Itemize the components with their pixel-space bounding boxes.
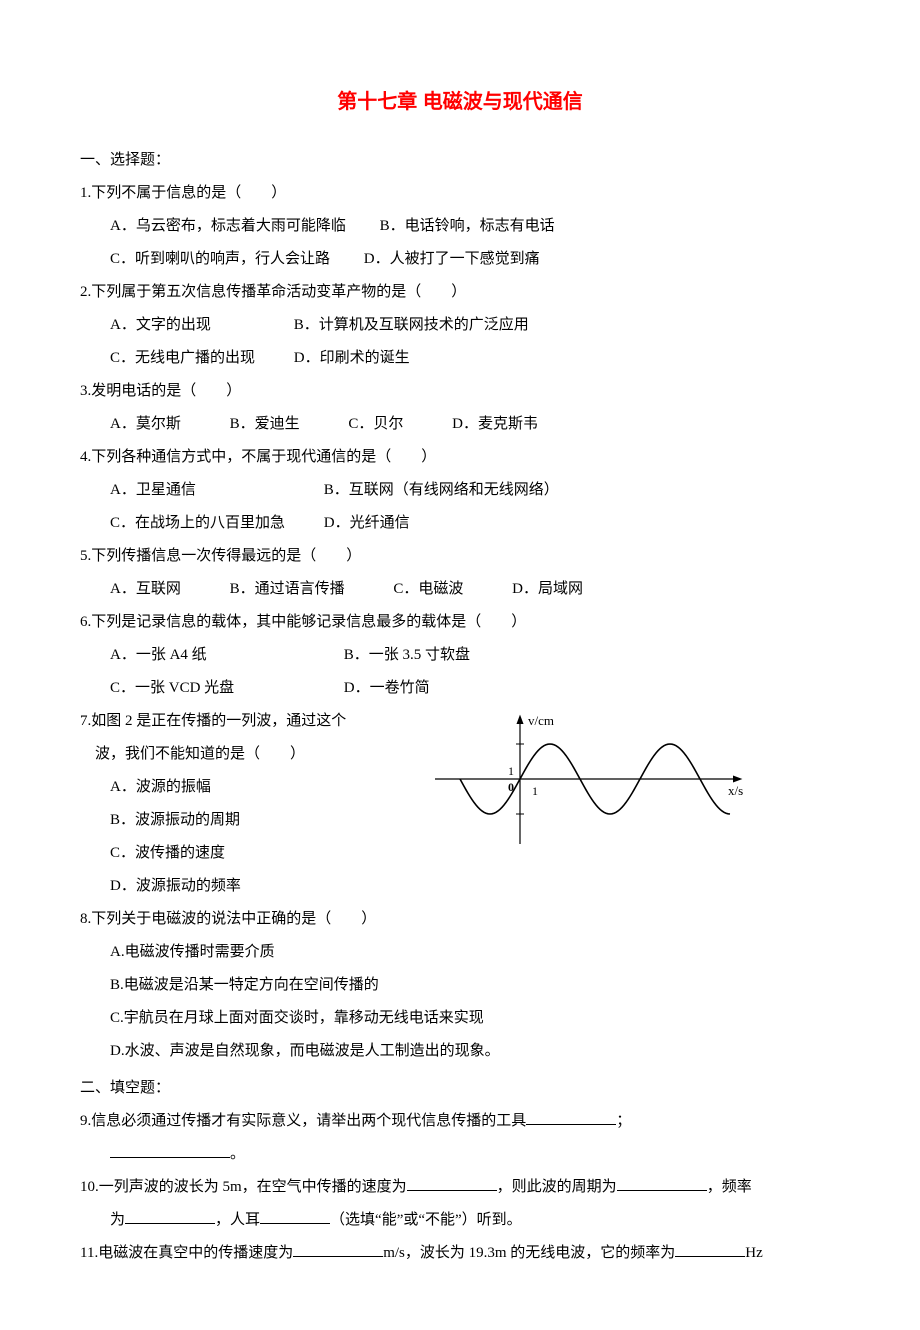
q2-opt-d: D．印刷术的诞生 xyxy=(294,350,410,366)
q11-p3: Hz xyxy=(745,1245,763,1261)
q6-opt-a: A．一张 A4 纸 xyxy=(110,639,340,672)
q10-blank3 xyxy=(125,1208,215,1224)
q10-p5: ，人耳 xyxy=(215,1212,260,1228)
q2-opt-c: C．无线电广播的出现 xyxy=(110,342,290,375)
q3-opt-d: D．麦克斯韦 xyxy=(452,416,538,432)
q3-stem: 3.发明电话的是（ ） xyxy=(80,375,840,408)
q5-opt-b: B．通过语言传播 xyxy=(230,581,345,597)
q10-p1: 10.一列声波的波长为 5m，在空气中传播的速度为 xyxy=(80,1179,407,1195)
q9-blank1 xyxy=(526,1109,616,1125)
q3-opt-a: A．莫尔斯 xyxy=(110,416,181,432)
q6-options-row2: C．一张 VCD 光盘 D．一卷竹简 xyxy=(110,672,840,705)
q4-options-row2: C．在战场上的八百里加急 D．光纤通信 xyxy=(110,507,840,540)
q4-opt-a: A．卫星通信 xyxy=(110,474,320,507)
q6-opt-b: B．一张 3.5 寸软盘 xyxy=(344,647,470,663)
q2-stem: 2.下列属于第五次信息传播革命活动变革产物的是（ ） xyxy=(80,276,840,309)
q11-blank1 xyxy=(293,1241,383,1257)
q10-blank2 xyxy=(617,1175,707,1191)
q10: 10.一列声波的波长为 5m，在空气中传播的速度为 ，则此波的周期为 ，频率 xyxy=(80,1171,840,1204)
q10-p2: ，则此波的周期为 xyxy=(497,1179,617,1195)
q8-opt-d: D.水波、声波是自然现象，而电磁波是人工制造出的现象。 xyxy=(110,1035,840,1068)
q2-options-row2: C．无线电广播的出现 D．印刷术的诞生 xyxy=(110,342,840,375)
q1-opt-c: C．听到喇叭的响声，行人会让路 xyxy=(110,251,330,267)
q10-blank1 xyxy=(407,1175,497,1191)
q9-part1: 9.信息必须通过传播才有实际意义，请举出两个现代信息传播的工具 xyxy=(80,1113,526,1129)
q6-opt-c: C．一张 VCD 光盘 xyxy=(110,672,340,705)
q1-options-row2: C．听到喇叭的响声，行人会让路 D．人被打了一下感觉到痛 xyxy=(110,243,840,276)
q11-p1: 11.电磁波在真空中的传播速度为 xyxy=(80,1245,293,1261)
q8-opt-c: C.宇航员在月球上面对面交谈时，靠移动无线电话来实现 xyxy=(110,1002,840,1035)
q9: 9.信息必须通过传播才有实际意义，请举出两个现代信息传播的工具 ； xyxy=(80,1105,840,1138)
q1-opt-a: A．乌云密布，标志着大雨可能降临 xyxy=(110,218,346,234)
q7-text: 7.如图 2 是正在传播的一列波，通过这个 波，我们不能知道的是（ ） A．波源… xyxy=(80,705,420,903)
q7-opt-d: D．波源振动的频率 xyxy=(110,870,420,903)
q9-part3: 。 xyxy=(230,1146,245,1162)
page-title: 第十七章 电磁波与现代通信 xyxy=(80,80,840,124)
q7-opt-a: A．波源的振幅 xyxy=(110,771,420,804)
wave-svg: v/cm x/s 1 0 1 xyxy=(430,709,750,849)
q8-stem: 8.下列关于电磁波的说法中正确的是（ ） xyxy=(80,903,840,936)
q10-p4: 为 xyxy=(110,1212,125,1228)
svg-text:x/s: x/s xyxy=(728,783,743,798)
q4-opt-d: D．光纤通信 xyxy=(324,515,410,531)
q2-options-row1: A．文字的出现 B．计算机及互联网技术的广泛应用 xyxy=(110,309,840,342)
q2-opt-a: A．文字的出现 xyxy=(110,309,290,342)
q11-p2: m/s，波长为 19.3m 的无线电波，它的频率为 xyxy=(383,1245,675,1261)
q8-opt-a: A.电磁波传播时需要介质 xyxy=(110,936,840,969)
q4-options-row1: A．卫星通信 B．互联网（有线网络和无线网络） xyxy=(110,474,840,507)
section-2-header: 二、填空题： xyxy=(80,1072,840,1105)
q9-line2: 。 xyxy=(110,1138,840,1171)
svg-text:v/cm: v/cm xyxy=(528,713,554,728)
q6-opt-d: D．一卷竹简 xyxy=(344,680,430,696)
q5-opt-a: A．互联网 xyxy=(110,581,181,597)
q5-options: A．互联网 B．通过语言传播 C．电磁波 D．局域网 xyxy=(110,573,840,606)
q7-wave-graph: v/cm x/s 1 0 1 xyxy=(420,705,840,862)
q8-opt-b: B.电磁波是沿某一特定方向在空间传播的 xyxy=(110,969,840,1002)
q1-stem: 1.下列不属于信息的是（ ） xyxy=(80,177,840,210)
q7-opt-b: B．波源振动的周期 xyxy=(110,804,420,837)
q5-opt-c: C．电磁波 xyxy=(393,581,463,597)
q5-opt-d: D．局域网 xyxy=(512,581,583,597)
q10-p3: ，频率 xyxy=(707,1179,752,1195)
q7-stem-line2: 波，我们不能知道的是（ ） xyxy=(95,738,420,771)
q4-opt-b: B．互联网（有线网络和无线网络） xyxy=(324,482,559,498)
q2-opt-b: B．计算机及互联网技术的广泛应用 xyxy=(294,317,529,333)
q11-blank2 xyxy=(675,1241,745,1257)
q9-blank2 xyxy=(110,1142,230,1158)
section-1-header: 一、选择题： xyxy=(80,144,840,177)
q4-stem: 4.下列各种通信方式中，不属于现代通信的是（ ） xyxy=(80,441,840,474)
q3-opt-b: B．爱迪生 xyxy=(230,416,300,432)
q7-stem-line1: 7.如图 2 是正在传播的一列波，通过这个 xyxy=(80,705,420,738)
q6-stem: 6.下列是记录信息的载体，其中能够记录信息最多的载体是（ ） xyxy=(80,606,840,639)
q10-blank4 xyxy=(260,1208,330,1224)
q7-opt-c: C．波传播的速度 xyxy=(110,837,420,870)
q1-opt-b: B．电话铃响，标志有电话 xyxy=(380,218,555,234)
q1-opt-d: D．人被打了一下感觉到痛 xyxy=(364,251,540,267)
q6-options-row1: A．一张 A4 纸 B．一张 3.5 寸软盘 xyxy=(110,639,840,672)
q3-options: A．莫尔斯 B．爱迪生 C．贝尔 D．麦克斯韦 xyxy=(110,408,840,441)
svg-text:1: 1 xyxy=(532,784,538,798)
svg-text:1: 1 xyxy=(508,764,514,778)
q9-part2: ； xyxy=(616,1113,631,1129)
q3-opt-c: C．贝尔 xyxy=(348,416,403,432)
q10-line2: 为 ，人耳 （选填“能”或“不能”）听到。 xyxy=(110,1204,840,1237)
q7-container: 7.如图 2 是正在传播的一列波，通过这个 波，我们不能知道的是（ ） A．波源… xyxy=(80,705,840,903)
q1-options-row1: A．乌云密布，标志着大雨可能降临 B．电话铃响，标志有电话 xyxy=(110,210,840,243)
q5-stem: 5.下列传播信息一次传得最远的是（ ） xyxy=(80,540,840,573)
q11: 11.电磁波在真空中的传播速度为 m/s，波长为 19.3m 的无线电波，它的频率… xyxy=(80,1237,840,1270)
svg-text:0: 0 xyxy=(508,780,514,794)
q4-opt-c: C．在战场上的八百里加急 xyxy=(110,507,320,540)
q10-p6: （选填“能”或“不能”）听到。 xyxy=(330,1212,522,1228)
